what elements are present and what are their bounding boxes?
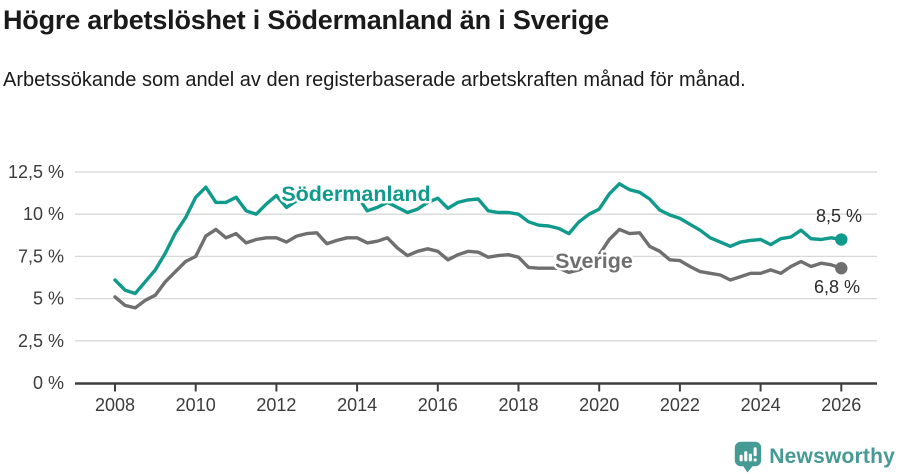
x-tick-label-2012: 2012 — [256, 395, 296, 415]
y-tick-label-5: 5 % — [33, 289, 64, 309]
end-value-label-sodermanland: 8,5 % — [816, 206, 862, 226]
brand-name: Newsworthy — [769, 445, 895, 468]
y-tick-label-12-5: 12,5 % — [8, 162, 64, 182]
series-end-dot-södermanland — [835, 233, 848, 246]
series-end-dot-sverige — [835, 262, 848, 275]
y-tick-label-0: 0 % — [33, 373, 64, 393]
y-tick-label-2-5: 2,5 % — [18, 331, 64, 351]
x-tick-label-2024: 2024 — [741, 395, 781, 415]
x-tick-label-2026: 2026 — [821, 395, 861, 415]
page-title: Högre arbetslöshet i Södermanland än i S… — [3, 5, 609, 35]
newsworthy-pin-barchart-icon — [735, 441, 762, 473]
series-lines — [113, 182, 848, 310]
grid-lines — [75, 171, 877, 342]
x-tick-label-2008: 2008 — [95, 395, 135, 415]
x-tick-label-2018: 2018 — [498, 395, 538, 415]
axis — [75, 382, 877, 392]
x-tick-label-2022: 2022 — [660, 395, 700, 415]
y-tick-label-10: 10 % — [23, 204, 64, 224]
series-label-sodermanland: Södermanland — [281, 182, 430, 206]
x-tick-label-2010: 2010 — [176, 395, 216, 415]
newsworthy-branding: Newsworthy — [734, 441, 895, 473]
series-line-sverige — [113, 227, 843, 310]
x-tick-label-2020: 2020 — [579, 395, 619, 415]
x-tick-label-2016: 2016 — [418, 395, 458, 415]
chart-subtitle: Arbetssökande som andel av den registerb… — [3, 69, 746, 91]
series-line-södermanland — [113, 182, 843, 296]
end-value-label-sverige: 6,8 % — [814, 277, 860, 297]
y-tick-label-7-5: 7,5 % — [18, 246, 64, 266]
x-tick-label-2014: 2014 — [337, 395, 377, 415]
series-label-sverige: Sverige — [555, 249, 633, 273]
